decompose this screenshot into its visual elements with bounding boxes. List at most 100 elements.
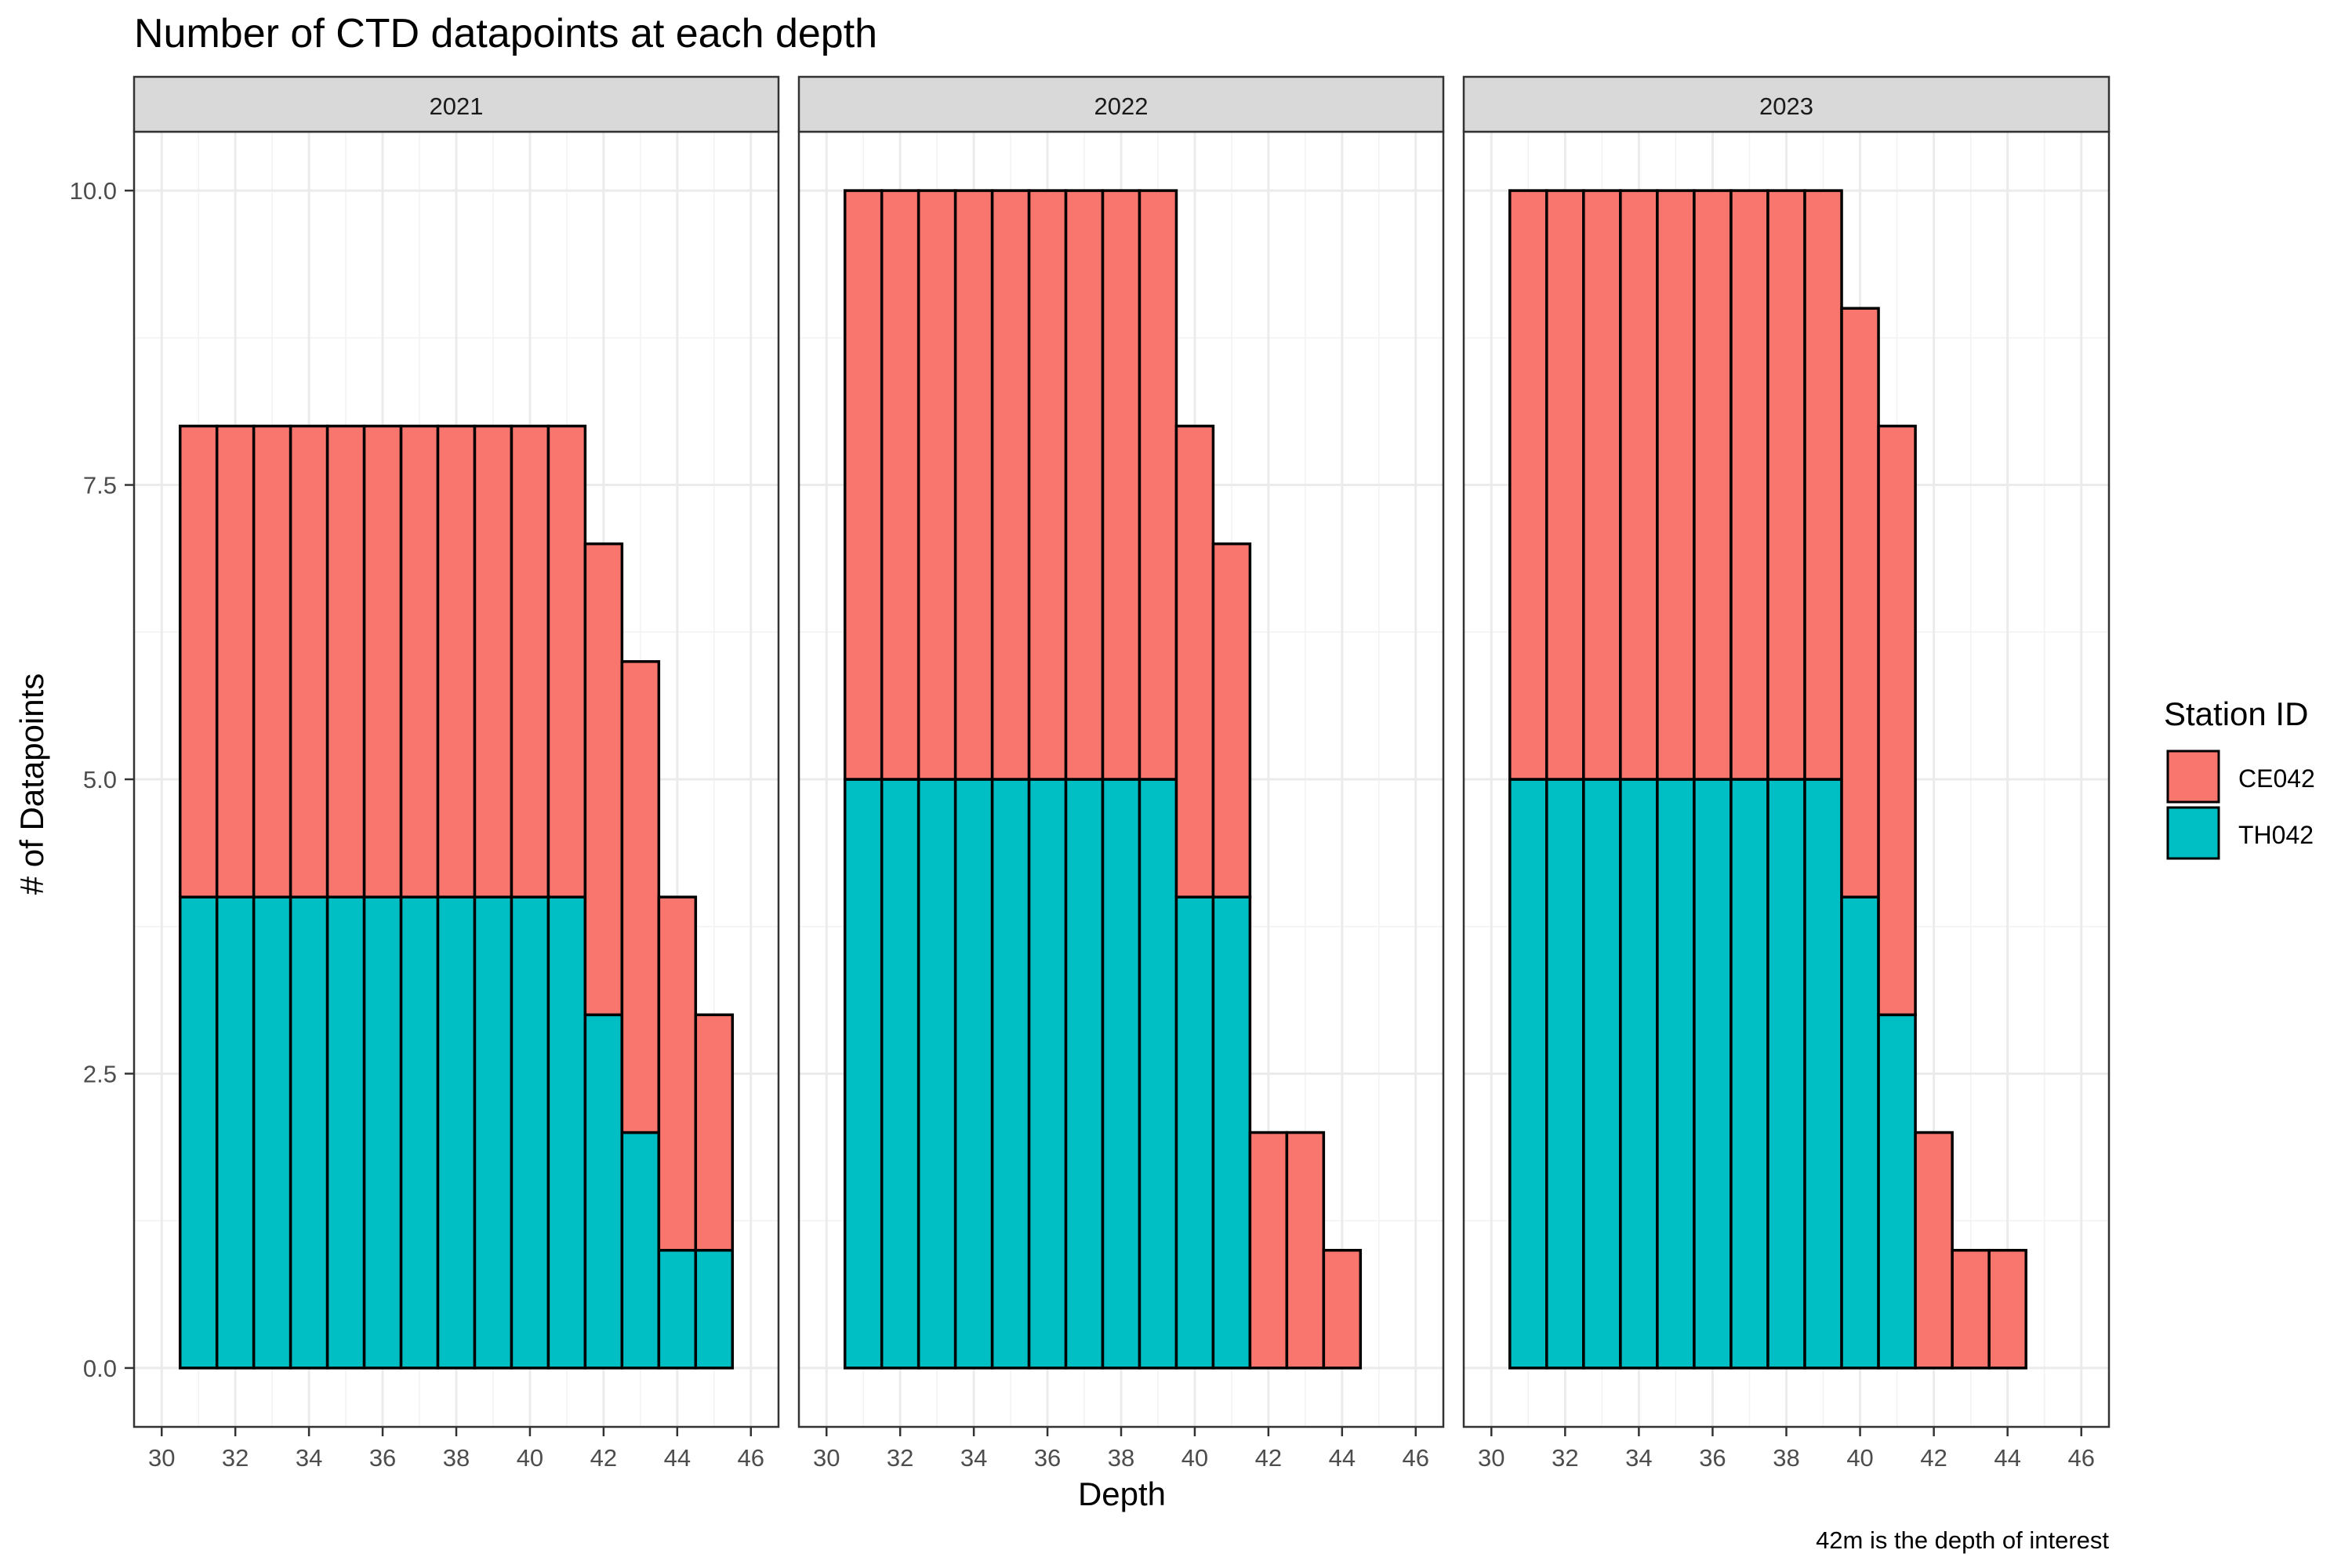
y-tick-label: 5.0	[83, 766, 117, 793]
x-tick-label: 38	[1773, 1444, 1799, 1472]
bar-th042-depth-31	[178, 895, 219, 1370]
bar-th042-depth-37	[399, 895, 440, 1370]
x-tick-label: 36	[1034, 1444, 1061, 1472]
x-tick-label: 34	[296, 1444, 322, 1472]
bar-ce042-depth-42	[583, 542, 624, 1017]
bar-ce042-depth-41	[546, 424, 587, 898]
bar-th042-depth-40	[510, 895, 550, 1370]
bar-th042-depth-41	[1877, 1013, 1917, 1370]
bar-th042-depth-42	[583, 1013, 624, 1370]
bar-ce042-depth-37	[399, 424, 440, 898]
bar-th042-depth-38	[436, 895, 477, 1370]
bar-th042-depth-44	[657, 1248, 698, 1370]
facet-strip-label: 2023	[1759, 93, 1813, 120]
x-tick-label: 46	[1403, 1444, 1429, 1472]
bar-ce042-depth-39	[1138, 189, 1178, 781]
bar-th042-depth-35	[1656, 778, 1696, 1370]
facet-strip-label: 2021	[430, 93, 484, 120]
bar-ce042-depth-41	[1877, 424, 1917, 1017]
bar-ce042-depth-44	[1322, 1248, 1363, 1370]
bar-ce042-depth-33	[1582, 189, 1622, 781]
bar-th042-depth-39	[1803, 778, 1843, 1370]
x-tick-label: 42	[1255, 1444, 1282, 1472]
bar-th042-depth-33	[916, 778, 957, 1370]
bar-ce042-depth-43	[1285, 1131, 1326, 1370]
bar-ce042-depth-44	[1987, 1248, 2027, 1370]
bar-ce042-depth-40	[1174, 424, 1215, 898]
x-tick-label: 36	[1699, 1444, 1726, 1472]
chart-caption: 42m is the depth of interest	[1816, 1526, 2109, 1554]
chart-title: Number of CTD datapoints at each depth	[134, 11, 877, 56]
bar-ce042-depth-31	[178, 424, 219, 898]
x-tick-label: 42	[590, 1444, 617, 1472]
x-tick-label: 40	[1181, 1444, 1208, 1472]
legend-title: Station ID	[2164, 695, 2308, 732]
bar-th042-depth-34	[289, 895, 329, 1370]
bar-th042-depth-39	[473, 895, 514, 1370]
legend-label-ce042: CE042	[2238, 764, 2315, 793]
legend: Station ID CE042 TH042	[2164, 695, 2315, 860]
y-tick-label: 2.5	[83, 1060, 117, 1087]
bar-ce042-depth-42	[1248, 1131, 1289, 1370]
bar-ce042-depth-38	[1766, 189, 1806, 781]
x-tick-label: 40	[517, 1444, 543, 1472]
y-tick-label: 10.0	[70, 177, 117, 205]
x-tick-label: 34	[960, 1444, 987, 1472]
bar-ce042-depth-36	[1027, 189, 1068, 781]
bar-ce042-depth-35	[1656, 189, 1696, 781]
bar-ce042-depth-35	[990, 189, 1031, 781]
bar-ce042-depth-44	[657, 895, 698, 1252]
y-tick-label: 7.5	[83, 472, 117, 499]
x-tick-label: 32	[1552, 1444, 1578, 1472]
bar-th042-depth-41	[1211, 895, 1252, 1370]
facet-strip	[797, 75, 1445, 133]
facet-panel-2022: 2022 30 32 34 36 38 40 42 44 46	[797, 75, 1445, 1472]
bar-th042-depth-31	[843, 778, 884, 1370]
x-tick-label: 30	[813, 1444, 840, 1472]
bar-ce042-depth-40	[1840, 307, 1880, 898]
y-axis-label: # of Datapoints	[13, 673, 50, 895]
bar-th042-depth-45	[694, 1248, 735, 1370]
x-tick-label: 46	[738, 1444, 764, 1472]
x-tick-label: 30	[148, 1444, 175, 1472]
facet-strip-label: 2022	[1094, 93, 1149, 120]
bar-ce042-depth-39	[473, 424, 514, 898]
bar-ce042-depth-34	[289, 424, 329, 898]
bar-ce042-depth-33	[916, 189, 957, 781]
x-tick-label: 44	[1329, 1444, 1356, 1472]
bar-ce042-depth-36	[362, 424, 403, 898]
bar-ce042-depth-31	[843, 189, 884, 781]
bar-ce042-depth-34	[953, 189, 994, 781]
x-tick-label: 40	[1846, 1444, 1873, 1472]
x-tick-label: 44	[1994, 1444, 2020, 1472]
bar-th042-depth-35	[325, 895, 366, 1370]
legend-key-ce042	[2166, 750, 2220, 804]
bar-th042-depth-36	[1027, 778, 1068, 1370]
bar-th042-depth-35	[990, 778, 1031, 1370]
bar-th042-depth-36	[1693, 778, 1733, 1370]
bar-th042-depth-33	[1582, 778, 1622, 1370]
facet-panels: 2021 30 32 34 36 38 40 42 44 46 0.0 2.5 5.0 7.5 10.0 20…	[70, 75, 2111, 1472]
bar-ce042-depth-35	[325, 424, 366, 898]
bar-th042-depth-40	[1840, 895, 1880, 1370]
bar-ce042-depth-40	[510, 424, 550, 898]
bar-th042-depth-32	[1545, 778, 1585, 1370]
bar-th042-depth-43	[620, 1131, 661, 1370]
x-tick-label: 44	[664, 1444, 691, 1472]
x-axis-label: Depth	[1078, 1475, 1166, 1512]
x-tick-label: 30	[1478, 1444, 1504, 1472]
x-tick-label: 38	[1108, 1444, 1134, 1472]
bar-ce042-depth-33	[252, 424, 292, 898]
bar-ce042-depth-43	[1951, 1248, 1991, 1370]
x-tick-label: 46	[2067, 1444, 2094, 1472]
x-tick-label: 34	[1625, 1444, 1652, 1472]
bar-ce042-depth-42	[1914, 1131, 1954, 1370]
bar-ce042-depth-31	[1508, 189, 1548, 781]
y-tick-label: 0.0	[83, 1355, 117, 1382]
bar-ce042-depth-37	[1064, 189, 1105, 781]
bar-th042-depth-37	[1730, 778, 1769, 1370]
bar-ce042-depth-32	[1545, 189, 1585, 781]
bar-th042-depth-31	[1508, 778, 1548, 1370]
bar-ce042-depth-38	[1101, 189, 1142, 781]
